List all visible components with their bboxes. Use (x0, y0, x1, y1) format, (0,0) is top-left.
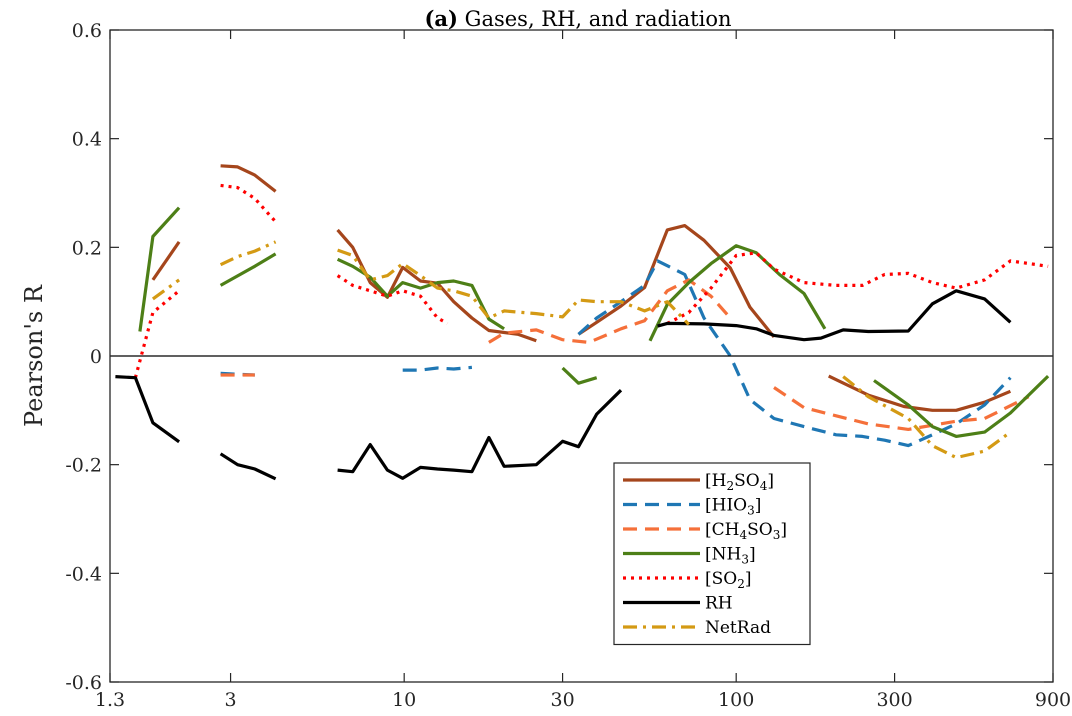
x-tick-label: 1.3 (95, 689, 125, 711)
legend-label: [NH3] (705, 545, 756, 567)
series-segment (336, 274, 449, 325)
series-segment (773, 386, 1030, 431)
y-tick-label: 0.6 (72, 20, 102, 42)
y-tick-label: 0.4 (72, 129, 102, 151)
y-tick-label: 0 (90, 346, 102, 368)
y-tick-label: -0.6 (65, 672, 102, 694)
series-segment (115, 375, 181, 444)
legend-label: [SO2] (705, 569, 752, 591)
legend-label: NetRad (705, 618, 771, 638)
x-tick-label: 300 (876, 689, 912, 711)
y-tick-label: -0.4 (65, 563, 102, 585)
series-segment (133, 289, 181, 379)
x-tick-label: 10 (392, 689, 416, 711)
series-segment (219, 452, 277, 481)
y-axis-label: Pearson's R (20, 284, 48, 427)
series-7-line (151, 240, 1012, 460)
legend-label: [H2SO4] (705, 471, 774, 493)
x-tick-label: 3 (225, 689, 237, 711)
x-tick-label: 30 (550, 689, 574, 711)
series-segment (337, 389, 623, 480)
legend-label: [CH4SO3] (705, 520, 787, 542)
series-segment (337, 248, 690, 326)
series-segment (219, 252, 277, 287)
chart-title-prefix: (a) (425, 6, 458, 31)
series-segment (219, 240, 277, 267)
series-segment (151, 278, 181, 301)
series-segment (402, 365, 473, 372)
series-6-line (115, 289, 1012, 481)
chart-title: (a) Gases, RH, and radiation (425, 6, 732, 31)
x-tick-label: 100 (718, 689, 754, 711)
y-tick-label: 0.2 (72, 237, 102, 259)
y-tick-label: -0.2 (65, 455, 102, 477)
series-segment (488, 278, 732, 344)
series-4-line (138, 206, 1050, 438)
series-segment (648, 244, 827, 342)
chart-title-main: Gases, RH, and radiation (465, 7, 732, 31)
series-5-line (133, 183, 1049, 379)
plot-lines (115, 164, 1050, 481)
series-segment (577, 224, 776, 339)
series-3-line (220, 278, 1030, 431)
axes: 1.3 3 10 30 100 300 900 -0.6 -0.4 -0.2 0 0.2 0.4 0.6 (65, 20, 1071, 711)
series-segment (151, 240, 181, 281)
legend-label: RH (705, 594, 733, 614)
series-segment (561, 366, 598, 385)
series-segment (138, 206, 181, 332)
series-segment (220, 164, 277, 193)
legend-label: [HIO3] (705, 496, 761, 518)
legend: [H2SO4] [HIO3][CH4SO3] [NH3][SO2] RH NetRad (613, 462, 811, 646)
series-segment (657, 289, 1012, 342)
series-segment (577, 259, 1012, 448)
x-tick-label: 900 (1035, 689, 1071, 711)
series-segment (842, 375, 1012, 460)
series-segment (873, 374, 1050, 438)
series-segment (220, 183, 277, 223)
